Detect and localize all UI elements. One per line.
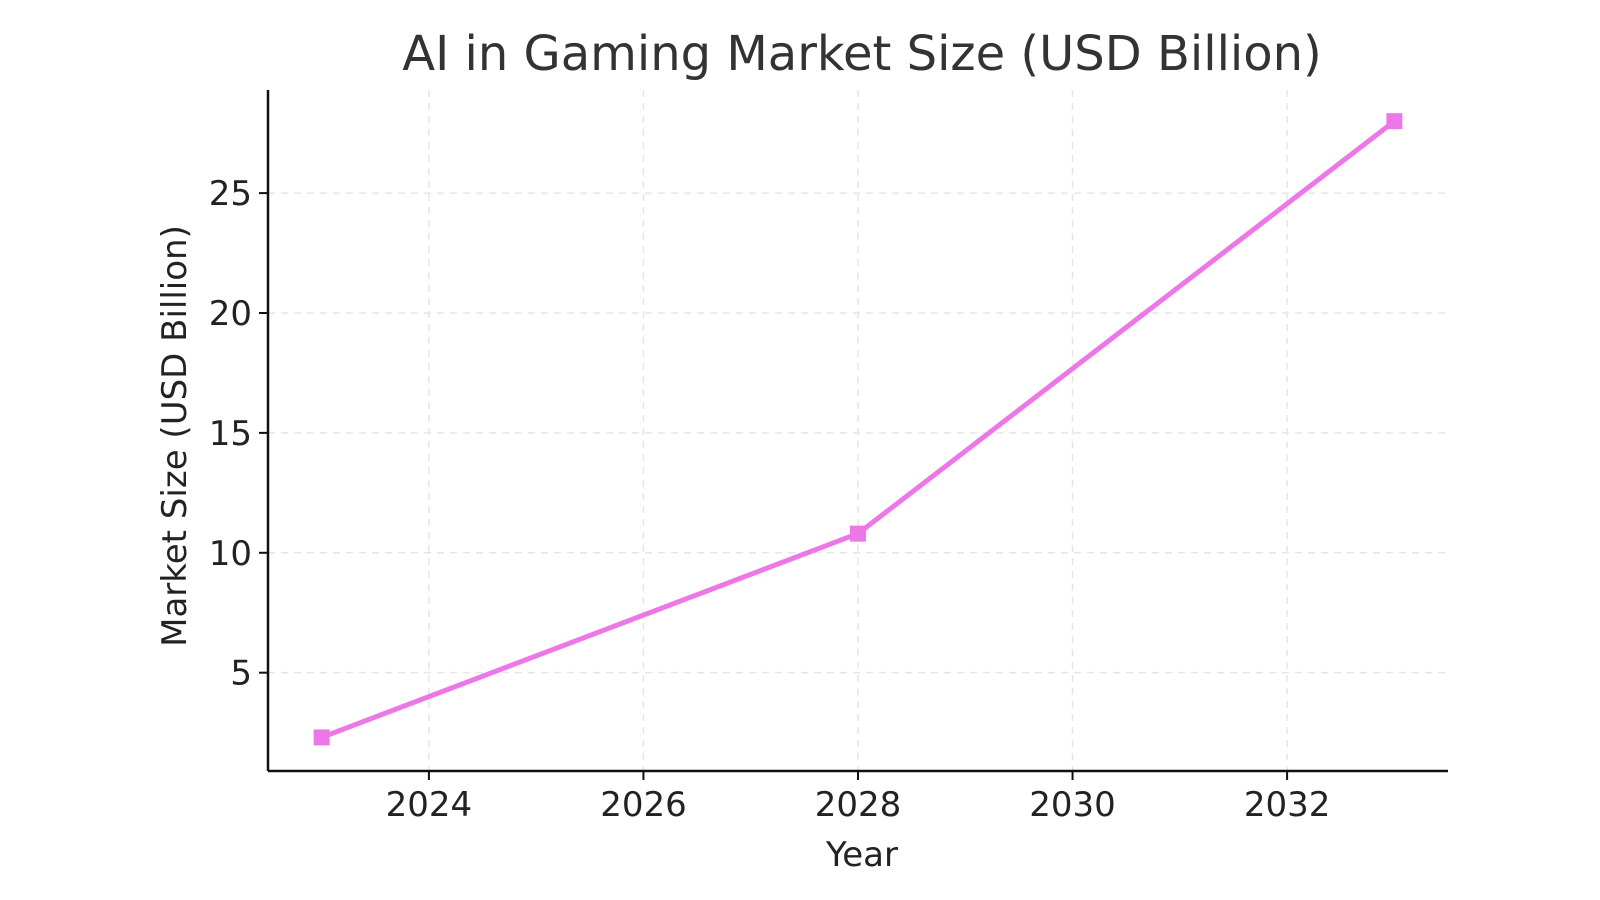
y-tick-label: 20 bbox=[209, 294, 252, 334]
x-axis-label: Year bbox=[825, 835, 898, 875]
data-point-marker bbox=[850, 525, 866, 542]
x-tick-label: 2028 bbox=[815, 785, 902, 825]
y-tick-label: 5 bbox=[230, 654, 252, 694]
data-point-marker bbox=[313, 729, 330, 746]
series-layer bbox=[313, 113, 1403, 746]
y-tick-label: 10 bbox=[209, 534, 252, 574]
grid-lines bbox=[268, 90, 1448, 771]
axis-ticks: 2024 2026 2028 2030 2032 5 10 15 20 25 bbox=[209, 174, 1331, 825]
x-tick-label: 2030 bbox=[1029, 785, 1116, 825]
x-tick-label: 2032 bbox=[1244, 785, 1331, 825]
x-tick-label: 2024 bbox=[386, 785, 473, 825]
data-point-marker bbox=[1386, 113, 1403, 130]
x-tick-label: 2026 bbox=[600, 785, 687, 825]
chart-title: AI in Gaming Market Size (USD Billion) bbox=[402, 26, 1322, 82]
y-tick-label: 25 bbox=[209, 174, 252, 214]
y-axis-label: Market Size (USD Billion) bbox=[155, 225, 195, 647]
y-tick-label: 15 bbox=[209, 414, 252, 454]
